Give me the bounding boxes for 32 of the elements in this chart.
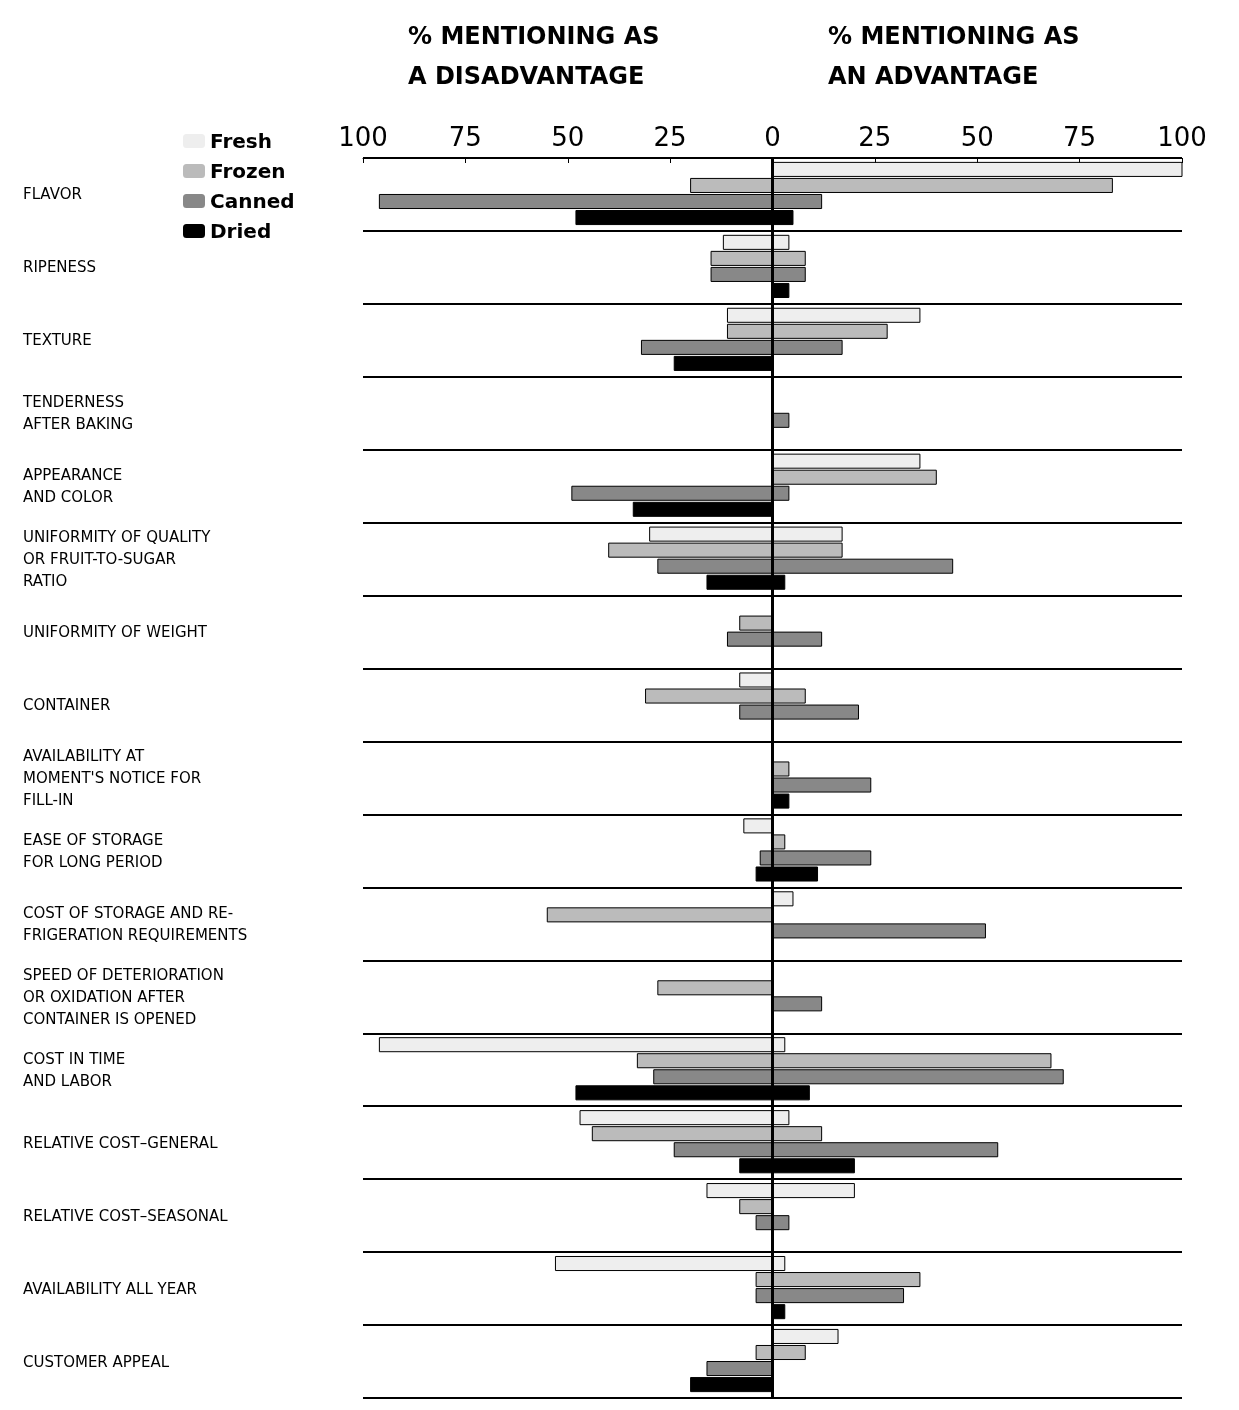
x-tick-label: 50 xyxy=(551,122,585,152)
y-tick-label: TEXTURE xyxy=(22,331,92,350)
y-tick-label: CONTAINER xyxy=(23,696,111,715)
legend-label: Dried xyxy=(210,219,272,243)
y-tick-label: UNIFORMITY OF QUALITY OR FRUIT-TO-SUGAR RATIO xyxy=(23,528,212,591)
y-tick-label: RIPENESS xyxy=(23,258,97,277)
legend-label: Frozen xyxy=(210,159,286,183)
y-tick-label: RELATIVE COST–SEASONAL xyxy=(23,1206,229,1225)
y-tick-label: COST IN TIME AND LABOR xyxy=(23,1049,126,1090)
y-tick-label: AVAILABILITY ALL YEAR xyxy=(23,1279,197,1298)
x-tick-label: 25 xyxy=(858,122,892,152)
x-tick-label: 75 xyxy=(448,122,482,152)
x-tick-label: 0 xyxy=(764,122,781,152)
text: % MENTIONING AS AN ADVANTAGE xyxy=(828,22,1080,90)
y-tick-label: CUSTOMER APPEAL xyxy=(23,1352,170,1371)
x-tick-label: 50 xyxy=(960,122,994,152)
y-tick-label: AVAILABILITY AT MOMENT'S NOTICE FOR FILL-IN xyxy=(23,747,202,809)
legend-label: Canned xyxy=(210,189,295,213)
y-tick-label: COST OF STORAGE AND RE- FRIGERATION REQUIREMENTS xyxy=(23,903,248,944)
y-tick-label: APPEARANCE AND COLOR xyxy=(23,466,123,507)
y-tick-label: EASE OF STORAGE FOR LONG PERIOD xyxy=(23,830,164,871)
x-tick-label: 25 xyxy=(653,122,687,152)
y-tick-label: UNIFORMITY OF WEIGHT xyxy=(23,623,208,642)
legend-label: Fresh xyxy=(210,129,272,153)
y-tick-label: TENDERNESS AFTER BAKING xyxy=(22,393,134,434)
y-tick-label: FLAVOR xyxy=(23,185,82,204)
text: % MENTIONING AS A DISADVANTAGE xyxy=(408,22,660,90)
x-tick-label: 100 xyxy=(338,122,388,152)
y-tick-label: RELATIVE COST–GENERAL xyxy=(23,1133,219,1152)
x-tick-label: 100 xyxy=(1157,122,1207,152)
x-tick-label: 75 xyxy=(1063,122,1097,152)
y-tick-label: SPEED OF DETERIORATION OR OXIDATION AFTER CONTAINER IS OPENED xyxy=(23,965,224,1028)
